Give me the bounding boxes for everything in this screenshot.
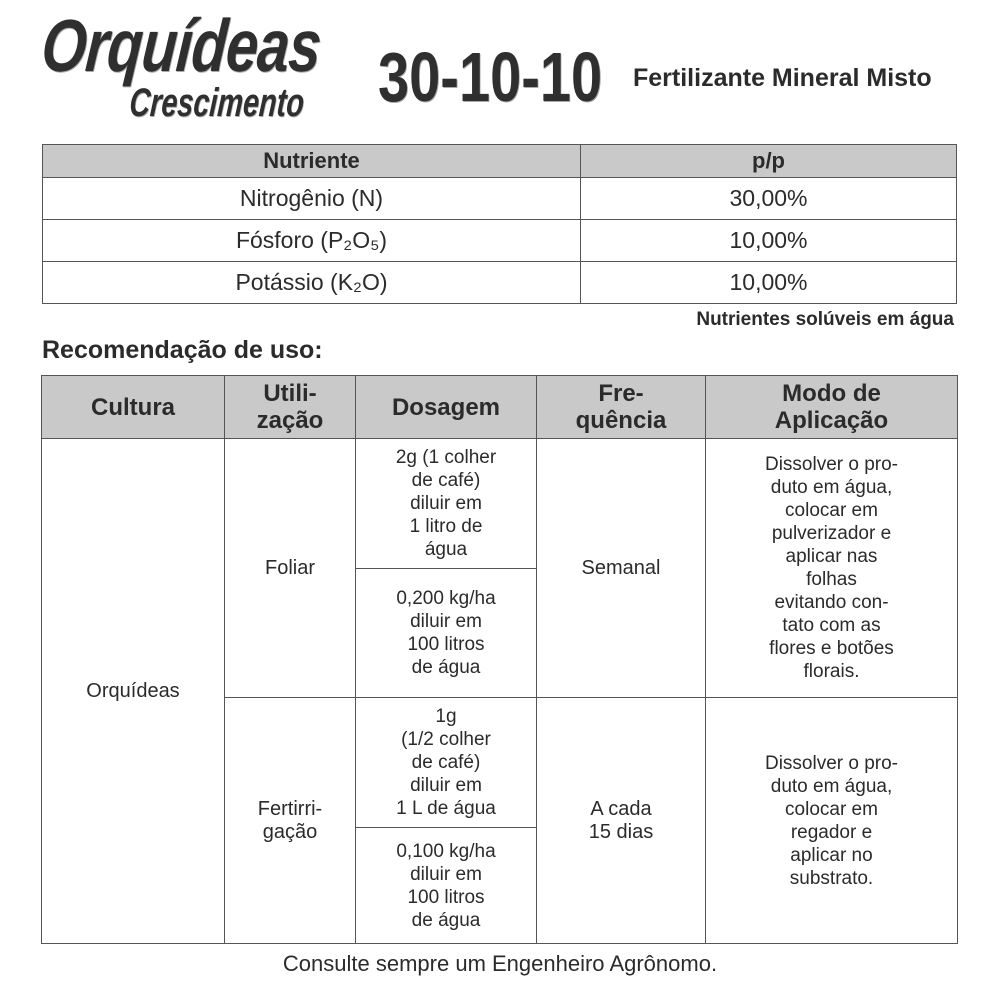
method-cell: Dissolver o pro- duto em água, colocar e… <box>705 438 958 698</box>
nutrient-name: Fósforo (P₂O₅) <box>42 219 581 262</box>
header-culture: Cultura <box>41 375 225 439</box>
header-dose: Dosagem <box>355 375 537 439</box>
header-pp: p/p <box>580 144 957 178</box>
frequency-cell: Semanal <box>536 438 706 698</box>
dose-cell: 0,100 kg/ha diluir em 100 litros de água <box>355 827 537 944</box>
formula: 30-10-10 <box>378 38 603 116</box>
nutrient-value: 10,00% <box>580 261 957 304</box>
header-frequency: Fre- quência <box>536 375 706 439</box>
header-use: Utili- zação <box>224 375 356 439</box>
table-row: Fósforo (P₂O₅) 10,00% <box>42 219 957 262</box>
header-nutrient: Nutriente <box>42 144 581 178</box>
table-row: 0,100 kg/ha diluir em 100 litros de água <box>42 827 958 944</box>
fertilizer-type: Fertilizante Mineral Misto <box>633 64 932 92</box>
usage-table: Cultura Utili- zação Dosagem Fre- quênci… <box>41 375 958 944</box>
use-cell: Fertirri- gação <box>224 697 356 944</box>
footer-note: Consulte sempre um Engenheiro Agrônomo. <box>282 951 718 976</box>
nutrient-table: Nutriente p/p Nitrogênio (N) 30,00% Fósfor… <box>42 144 957 304</box>
table-row: Orquídeas Foliar 2g (1 colher de café) d… <box>41 438 958 944</box>
table-row: Potássio (K₂O) 10,00% <box>42 261 957 304</box>
header-method: Modo de Aplicação <box>705 375 958 439</box>
dose-cell: 0,200 kg/ha diluir em 100 litros de água <box>355 568 537 698</box>
use-cell: Foliar <box>224 438 356 698</box>
product-subtitle: Crescimento <box>127 81 306 125</box>
usage-title: Recomendação de uso: <box>42 336 323 364</box>
nutrient-value: 10,00% <box>580 219 957 262</box>
table-row: 0,200 kg/ha diluir em 100 litros de água <box>42 568 958 698</box>
product-name: Orquídeas <box>38 4 324 87</box>
nutrient-name: Potássio (K₂O) <box>42 261 581 304</box>
dose-cell: 1g (1/2 colher de café) diluir em 1 L de… <box>355 697 537 828</box>
dose-cell: 2g (1 colher de café) diluir em 1 litro … <box>355 438 537 569</box>
table-row: Fertirri- gação 1g (1/2 colher de café) … <box>42 697 958 944</box>
frequency-cell: A cada 15 dias <box>536 697 706 944</box>
table-row: Nitrogênio (N) 30,00% <box>42 177 957 220</box>
solubility-note: Nutrientes solúveis em água <box>696 309 954 330</box>
culture-cell: Orquídeas <box>41 438 225 944</box>
nutrient-name: Nitrogênio (N) <box>42 177 581 220</box>
method-cell: Dissolver o pro- duto em água, colocar e… <box>705 697 958 944</box>
nutrient-value: 30,00% <box>580 177 957 220</box>
